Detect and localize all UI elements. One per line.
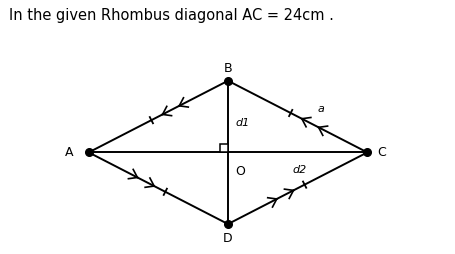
Text: In the given Rhombus diagonal AC = 24cm .: In the given Rhombus diagonal AC = 24cm …: [9, 8, 333, 23]
Text: C: C: [376, 146, 385, 159]
Text: O: O: [234, 165, 244, 178]
Text: D: D: [222, 232, 233, 245]
Text: d2: d2: [292, 165, 306, 175]
Text: B: B: [223, 62, 232, 75]
Text: A: A: [65, 146, 74, 159]
Text: d1: d1: [235, 118, 250, 128]
Text: a: a: [317, 104, 324, 114]
Bar: [219, 144, 228, 152]
